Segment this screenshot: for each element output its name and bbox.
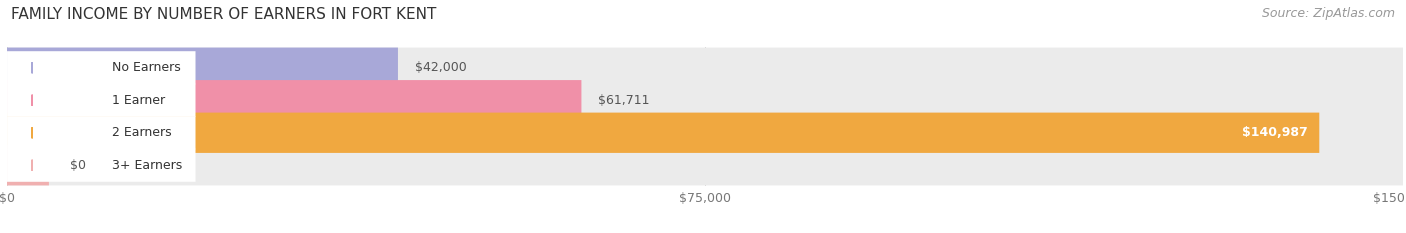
Text: $140,987: $140,987 <box>1243 126 1308 139</box>
Text: 1 Earner: 1 Earner <box>111 94 165 107</box>
FancyBboxPatch shape <box>7 84 195 117</box>
Text: $61,711: $61,711 <box>598 94 650 107</box>
FancyBboxPatch shape <box>7 48 1403 88</box>
Text: FAMILY INCOME BY NUMBER OF EARNERS IN FORT KENT: FAMILY INCOME BY NUMBER OF EARNERS IN FO… <box>11 7 437 22</box>
FancyBboxPatch shape <box>7 80 1403 120</box>
FancyBboxPatch shape <box>7 145 1403 185</box>
Text: 3+ Earners: 3+ Earners <box>111 159 181 172</box>
Text: No Earners: No Earners <box>111 61 180 74</box>
Text: $0: $0 <box>70 159 86 172</box>
Text: 2 Earners: 2 Earners <box>111 126 172 139</box>
Text: $42,000: $42,000 <box>415 61 467 74</box>
FancyBboxPatch shape <box>7 145 49 185</box>
FancyBboxPatch shape <box>7 113 1403 153</box>
FancyBboxPatch shape <box>7 116 195 149</box>
FancyBboxPatch shape <box>7 149 195 182</box>
FancyBboxPatch shape <box>7 80 582 120</box>
FancyBboxPatch shape <box>7 48 398 88</box>
FancyBboxPatch shape <box>7 51 195 84</box>
Text: Source: ZipAtlas.com: Source: ZipAtlas.com <box>1261 7 1395 20</box>
FancyBboxPatch shape <box>7 113 1319 153</box>
